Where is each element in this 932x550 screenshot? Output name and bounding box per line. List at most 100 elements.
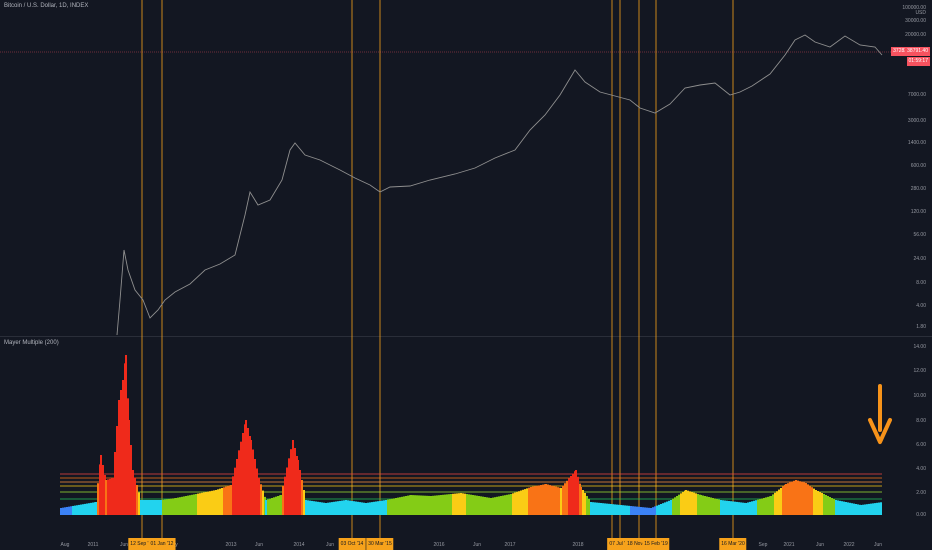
time-axis-tick: Aug [60,542,70,548]
indicator-column [742,502,744,515]
indicator-column [92,502,94,515]
indicator-column [172,498,174,515]
indicator-column [371,502,373,515]
indicator-column [199,493,201,515]
indicator-axis-tick: 0.00 [916,512,926,518]
date-marker: 01 Jan '12 [148,538,176,550]
indicator-column [142,500,144,515]
indicator-column [245,420,247,515]
indicator-column [365,503,367,515]
indicator-column [286,467,288,515]
indicator-column [553,486,555,515]
indicator-column [156,500,158,515]
indicator-column [76,505,78,515]
indicator-column [432,495,434,515]
indicator-column [385,500,387,515]
indicator-column [628,505,630,515]
indicator-column [223,487,225,515]
indicator-column [109,478,111,515]
indicator-column [811,487,813,515]
indicator-column [391,498,393,515]
pane-divider[interactable] [0,336,932,337]
indicator-column [864,504,866,515]
indicator-column [857,504,859,515]
indicator-column [335,501,337,515]
price-tag-secondary: 38791.40 [905,47,930,56]
indicator-column [648,507,650,515]
indicator-column [598,502,600,515]
indicator-column [452,493,454,515]
indicator-column [594,502,596,515]
indicator-column [534,486,536,515]
indicator-column [689,491,691,515]
indicator-column [592,502,594,515]
indicator-column [436,495,438,515]
indicator-column [74,505,76,515]
indicator-column [672,498,674,515]
indicator-column [271,498,273,515]
indicator-column [568,478,570,515]
indicator-column [588,499,590,515]
indicator-column [664,502,666,515]
indicator-column [60,508,62,515]
indicator-column [166,499,168,515]
time-axis-tick: Jun [325,542,335,548]
indicator-column [118,400,120,515]
indicator-column [644,507,646,515]
indicator-column [288,458,290,515]
indicator-column [540,485,542,515]
indicator-column [880,502,882,515]
indicator-column [154,500,156,515]
indicator-column [872,503,874,515]
indicator-column [410,495,412,515]
indicator-column [751,501,753,515]
indicator-column [508,494,510,515]
indicator-column [770,496,772,515]
indicator-column [498,496,500,515]
indicator-column [339,500,341,515]
indicator-column [134,477,136,515]
indicator-column [582,490,584,515]
indicator-column [722,500,724,515]
indicator-column [608,503,610,515]
indicator-column [502,495,504,515]
indicator-column [323,502,325,515]
indicator-column [313,501,315,515]
indicator-column [90,502,92,515]
indicator-column [646,507,648,515]
indicator-column [532,486,534,515]
indicator-column [474,495,476,515]
indicator-column [618,504,620,515]
indicator-column [555,486,557,515]
indicator-column [823,494,825,515]
indicator-column [240,441,242,515]
indicator-column [650,508,652,515]
indicator-column [97,483,99,515]
indicator-column [341,500,343,515]
indicator-column [793,480,795,515]
indicator-column [486,497,488,515]
indicator-column [252,449,254,515]
indicator-column [412,495,414,515]
indicator-column [803,482,805,515]
indicator-column [821,493,823,515]
indicator-column [420,495,422,515]
price-series-line [116,34,883,336]
price-axis-tick: 100000.00 [902,5,926,11]
indicator-column [95,502,97,515]
indicator-column [175,498,177,515]
indicator-column [321,502,323,515]
indicator-column [294,448,296,515]
indicator-column [676,496,678,515]
indicator-column [522,489,524,515]
indicator-column [636,506,638,515]
indicator-column [232,476,234,515]
indicator-column [381,500,383,515]
indicator-column [584,493,586,515]
indicator-column [464,493,466,515]
indicator-column [662,503,664,515]
indicator-column [440,495,442,515]
countdown-tag: 01:59:17 [906,57,930,66]
indicator-column [476,495,478,515]
